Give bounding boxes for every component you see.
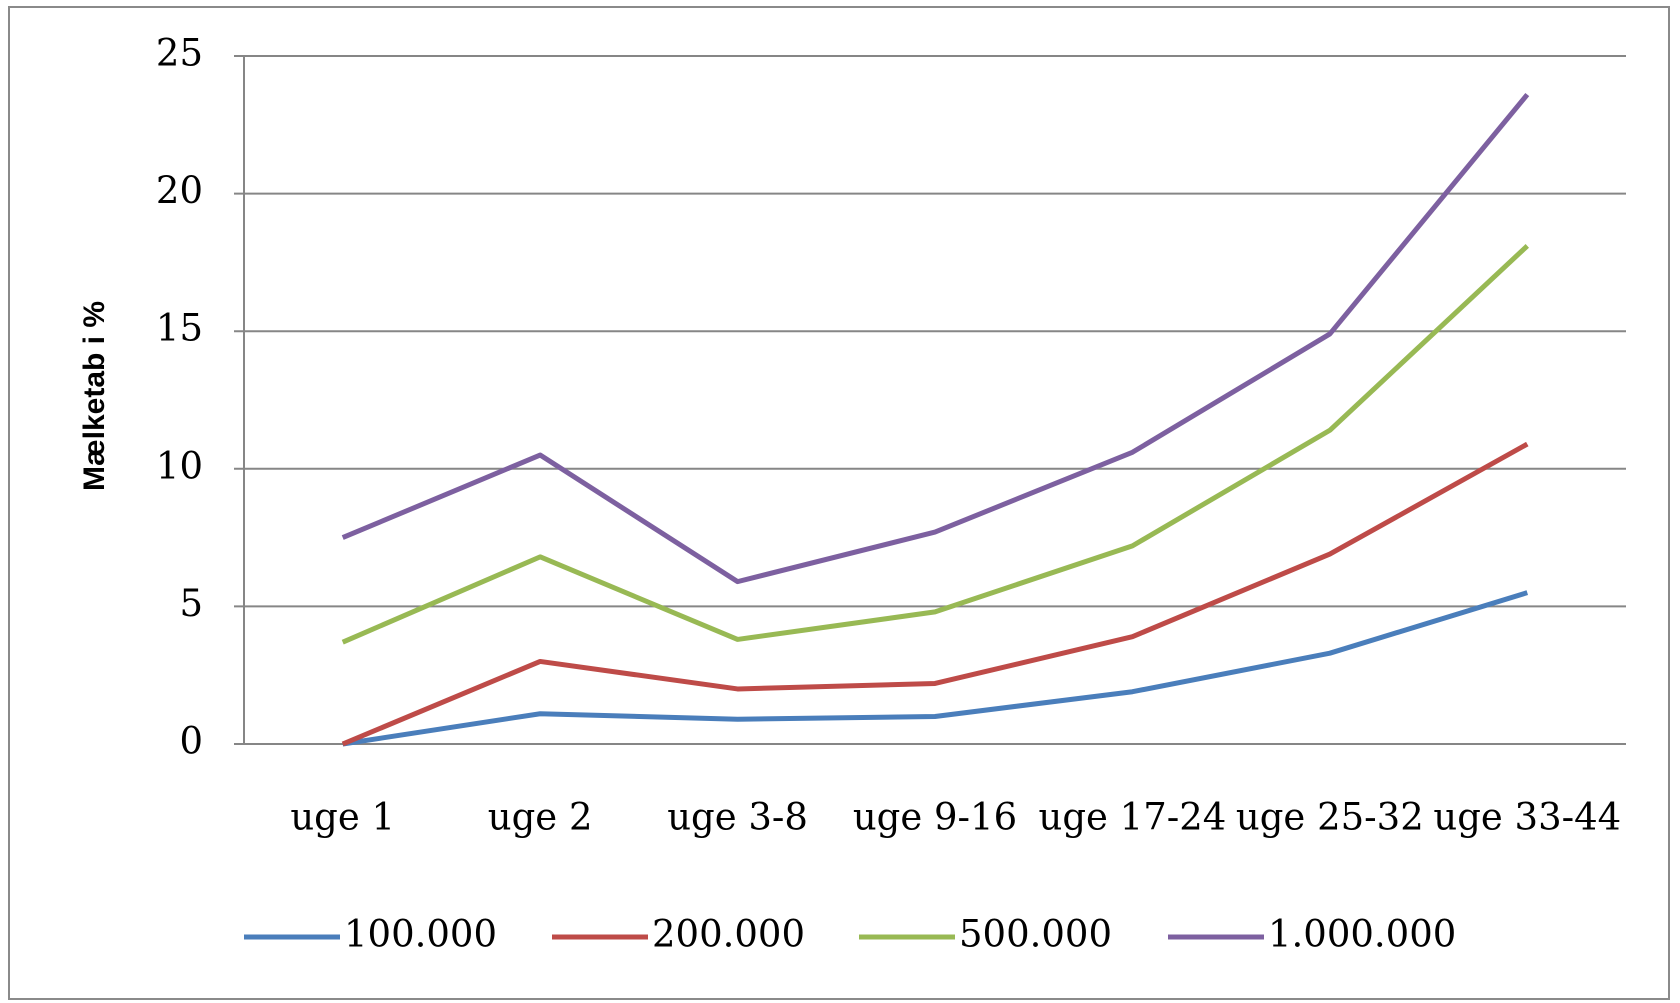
x-tick-label: uge 33-44: [1433, 796, 1621, 839]
x-tick-label: uge 25-32: [1236, 796, 1424, 839]
y-axis-title: Mælketab i %: [78, 301, 111, 491]
series-line: [341, 92, 1530, 585]
legend-label: 200.000: [652, 913, 805, 956]
y-tick-label: 20: [156, 169, 203, 212]
y-tick-label: 0: [179, 720, 203, 763]
y-tick-label: 10: [156, 444, 203, 487]
x-tick-label: uge 1: [290, 796, 395, 839]
y-tick-label: 25: [156, 32, 203, 75]
legend-label: 1.000.000: [1268, 913, 1456, 956]
legend-label: 500.000: [959, 913, 1112, 956]
series-line: [342, 590, 1529, 747]
x-tick-label: uge 17-24: [1039, 796, 1227, 839]
legend-label: 100.000: [344, 913, 497, 956]
y-tick-label: 15: [156, 307, 203, 350]
y-tick-label: 5: [179, 582, 203, 625]
x-tick-label: uge 3-8: [667, 796, 808, 839]
series-line: [341, 441, 1529, 747]
chart-frame: [8, 6, 1670, 1000]
series-line: [341, 244, 1529, 645]
x-tick-label: uge 2: [488, 796, 593, 839]
x-tick-label: uge 9-16: [853, 796, 1017, 839]
